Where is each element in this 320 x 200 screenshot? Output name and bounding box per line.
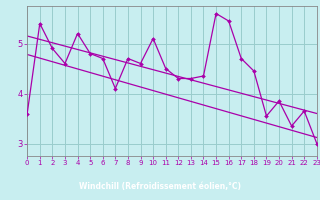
Text: Windchill (Refroidissement éolien,°C): Windchill (Refroidissement éolien,°C) <box>79 182 241 192</box>
